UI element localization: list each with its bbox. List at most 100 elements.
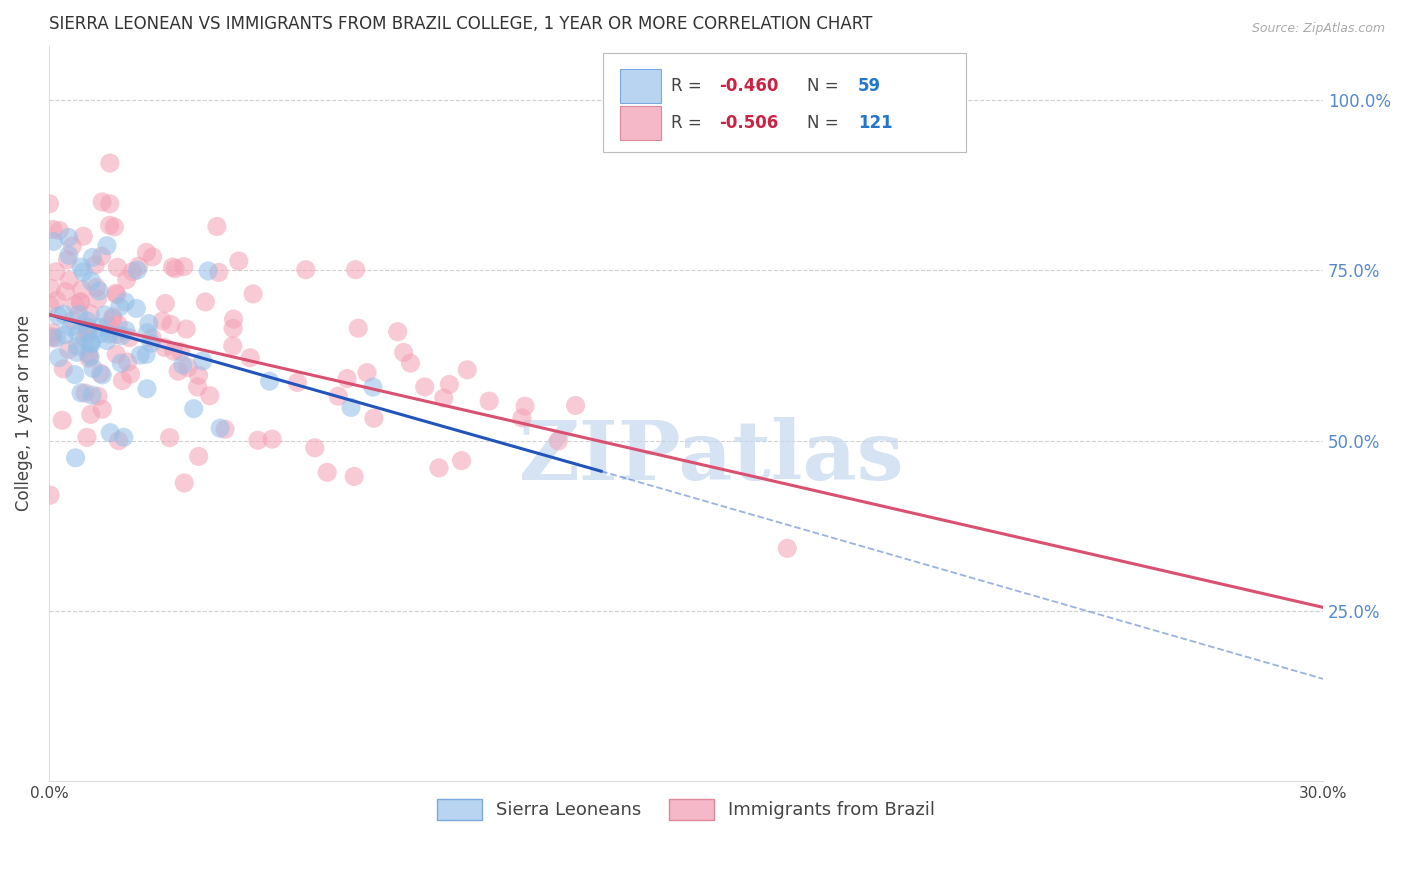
Point bbox=[135, 245, 157, 260]
Point bbox=[141, 331, 163, 345]
Point bbox=[42, 222, 65, 236]
Point bbox=[79, 335, 101, 350]
Text: ZIPatlas: ZIPatlas bbox=[519, 417, 904, 498]
Text: -0.460: -0.460 bbox=[720, 77, 779, 95]
Point bbox=[287, 376, 309, 390]
Point bbox=[392, 345, 415, 359]
Point bbox=[105, 347, 128, 361]
Point bbox=[45, 265, 67, 279]
Point bbox=[242, 286, 264, 301]
Point bbox=[77, 351, 100, 366]
Point bbox=[80, 408, 103, 422]
Point bbox=[79, 307, 101, 321]
Point bbox=[262, 432, 284, 446]
Point bbox=[160, 318, 183, 332]
Point bbox=[205, 219, 228, 234]
Point bbox=[80, 388, 103, 402]
Point bbox=[90, 249, 112, 263]
Point bbox=[70, 260, 93, 275]
Point bbox=[197, 264, 219, 278]
Point bbox=[456, 363, 478, 377]
Point bbox=[125, 301, 148, 316]
Point bbox=[80, 334, 103, 349]
Point bbox=[77, 325, 100, 339]
Point bbox=[96, 238, 118, 252]
Point bbox=[69, 294, 91, 309]
Point bbox=[127, 263, 149, 277]
Point bbox=[72, 265, 94, 279]
Point bbox=[222, 312, 245, 326]
Point bbox=[108, 300, 131, 314]
Point bbox=[433, 391, 456, 405]
Point bbox=[69, 295, 91, 310]
Point bbox=[66, 339, 89, 353]
Point bbox=[163, 344, 186, 359]
Point bbox=[173, 260, 195, 274]
Point bbox=[96, 334, 118, 348]
Point bbox=[55, 285, 77, 299]
Point bbox=[80, 336, 103, 351]
Point bbox=[208, 265, 231, 279]
Point bbox=[58, 273, 80, 287]
Point bbox=[103, 219, 125, 234]
Point bbox=[73, 386, 96, 401]
Point bbox=[344, 262, 367, 277]
Point bbox=[94, 308, 117, 322]
FancyBboxPatch shape bbox=[620, 106, 661, 140]
Point bbox=[478, 394, 501, 409]
Point bbox=[66, 345, 89, 359]
FancyBboxPatch shape bbox=[620, 70, 661, 103]
Point bbox=[58, 343, 80, 357]
Point bbox=[87, 389, 110, 403]
Point bbox=[510, 411, 533, 425]
Point bbox=[52, 307, 75, 321]
Point bbox=[547, 434, 569, 448]
Point bbox=[174, 322, 197, 336]
Point bbox=[60, 239, 83, 253]
Point bbox=[110, 356, 132, 370]
Point bbox=[42, 331, 65, 345]
Text: R =: R = bbox=[671, 114, 707, 132]
Point bbox=[173, 475, 195, 490]
Text: -0.506: -0.506 bbox=[720, 114, 779, 132]
Point bbox=[86, 280, 108, 294]
Point bbox=[427, 461, 450, 475]
Point bbox=[128, 259, 150, 273]
Point bbox=[67, 308, 90, 322]
Point bbox=[198, 389, 221, 403]
Point bbox=[222, 339, 245, 353]
Point bbox=[87, 284, 110, 298]
Point bbox=[41, 281, 63, 295]
Point bbox=[38, 196, 60, 211]
Point bbox=[347, 321, 370, 335]
Point bbox=[209, 421, 232, 435]
Point bbox=[169, 344, 191, 359]
Point bbox=[159, 431, 181, 445]
Point bbox=[52, 362, 75, 376]
Point bbox=[45, 331, 67, 345]
Point bbox=[228, 254, 250, 268]
Point bbox=[155, 296, 177, 310]
Point bbox=[136, 382, 159, 396]
Text: R =: R = bbox=[671, 77, 707, 95]
Point bbox=[183, 401, 205, 416]
Point bbox=[152, 314, 174, 328]
Point bbox=[41, 329, 63, 343]
Point bbox=[70, 385, 93, 400]
Point bbox=[118, 331, 141, 345]
Point bbox=[98, 219, 121, 233]
Point bbox=[80, 274, 103, 288]
Point bbox=[167, 364, 190, 378]
Point bbox=[107, 260, 129, 275]
Point bbox=[82, 361, 104, 376]
Text: Source: ZipAtlas.com: Source: ZipAtlas.com bbox=[1251, 22, 1385, 36]
Point bbox=[48, 309, 70, 323]
Point bbox=[38, 298, 60, 312]
Point bbox=[65, 298, 87, 312]
Point bbox=[114, 295, 136, 310]
Point bbox=[136, 326, 159, 340]
Point bbox=[62, 313, 84, 327]
Point bbox=[101, 310, 124, 324]
Point bbox=[53, 327, 76, 342]
Point bbox=[316, 466, 339, 480]
